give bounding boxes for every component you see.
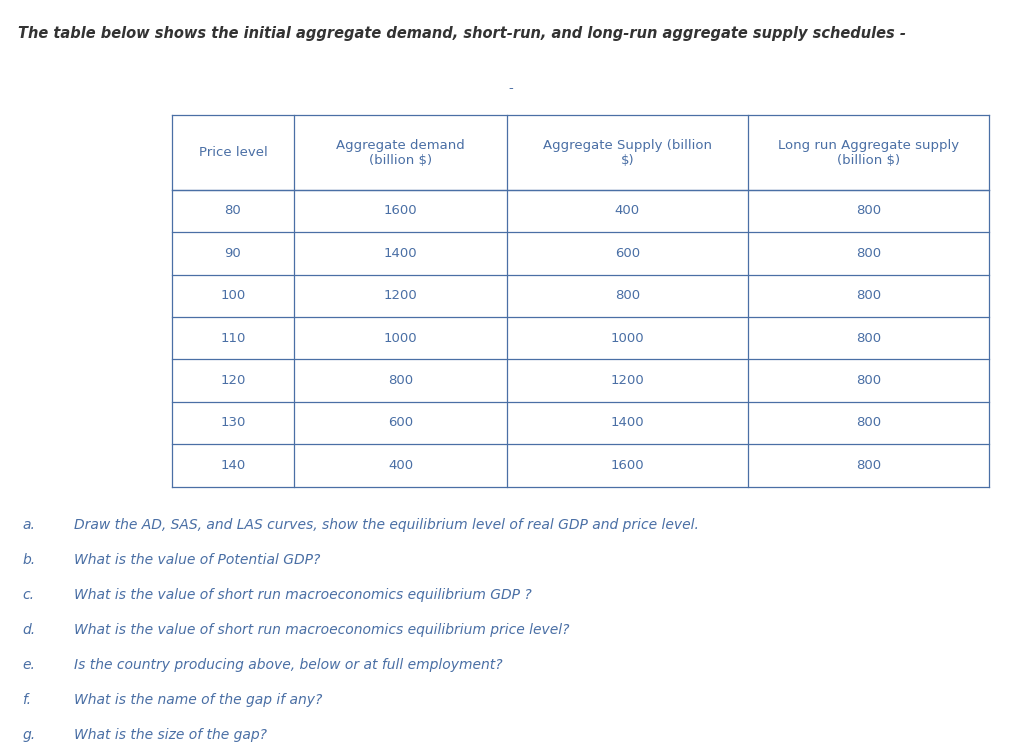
Text: b.: b. bbox=[22, 553, 36, 567]
Text: 130: 130 bbox=[221, 417, 245, 429]
Text: 400: 400 bbox=[615, 205, 640, 217]
Text: 800: 800 bbox=[856, 459, 881, 472]
Text: What is the value of Potential GDP?: What is the value of Potential GDP? bbox=[74, 553, 320, 567]
Text: 140: 140 bbox=[221, 459, 245, 472]
Text: 1400: 1400 bbox=[610, 417, 644, 429]
Text: g.: g. bbox=[22, 728, 36, 742]
Text: What is the size of the gap?: What is the size of the gap? bbox=[74, 728, 267, 742]
Text: 800: 800 bbox=[856, 417, 881, 429]
Text: 800: 800 bbox=[856, 289, 881, 302]
Text: 800: 800 bbox=[856, 374, 881, 387]
Text: 1600: 1600 bbox=[383, 205, 417, 217]
Text: 800: 800 bbox=[388, 374, 413, 387]
Text: Aggregate demand
(billion $): Aggregate demand (billion $) bbox=[336, 138, 465, 167]
Text: 600: 600 bbox=[615, 247, 640, 260]
Text: 400: 400 bbox=[388, 459, 413, 472]
Text: 100: 100 bbox=[221, 289, 245, 302]
Text: 1000: 1000 bbox=[383, 332, 417, 344]
Text: 800: 800 bbox=[856, 205, 881, 217]
Text: 1600: 1600 bbox=[610, 459, 644, 472]
Text: c.: c. bbox=[22, 588, 35, 602]
Text: 1000: 1000 bbox=[610, 332, 644, 344]
Text: 110: 110 bbox=[221, 332, 245, 344]
Text: 800: 800 bbox=[856, 332, 881, 344]
Text: Aggregate Supply (billion
$): Aggregate Supply (billion $) bbox=[543, 138, 711, 167]
Text: 1200: 1200 bbox=[383, 289, 417, 302]
Text: 1400: 1400 bbox=[383, 247, 417, 260]
Text: -: - bbox=[509, 82, 513, 94]
Text: 120: 120 bbox=[221, 374, 245, 387]
Text: Price level: Price level bbox=[198, 146, 268, 159]
Text: f.: f. bbox=[22, 693, 32, 707]
Text: e.: e. bbox=[22, 658, 36, 672]
Text: Long run Aggregate supply
(billion $): Long run Aggregate supply (billion $) bbox=[778, 138, 960, 167]
Text: d.: d. bbox=[22, 623, 36, 637]
Text: Is the country producing above, below or at full employment?: Is the country producing above, below or… bbox=[74, 658, 502, 672]
Text: 1200: 1200 bbox=[610, 374, 644, 387]
Text: 80: 80 bbox=[225, 205, 241, 217]
Text: The table below shows the initial aggregate demand, short-run, and long-run aggr: The table below shows the initial aggreg… bbox=[18, 26, 907, 41]
Text: 90: 90 bbox=[225, 247, 241, 260]
Text: What is the value of short run macroeconomics equilibrium price level?: What is the value of short run macroecon… bbox=[74, 623, 569, 637]
Text: What is the name of the gap if any?: What is the name of the gap if any? bbox=[74, 693, 322, 707]
Text: Draw the AD, SAS, and LAS curves, show the equilibrium level of real GDP and pri: Draw the AD, SAS, and LAS curves, show t… bbox=[74, 518, 698, 532]
Text: What is the value of short run macroeconomics equilibrium GDP ?: What is the value of short run macroecon… bbox=[74, 588, 531, 602]
Text: 600: 600 bbox=[388, 417, 413, 429]
Text: 800: 800 bbox=[856, 247, 881, 260]
Text: 800: 800 bbox=[615, 289, 640, 302]
Text: a.: a. bbox=[22, 518, 36, 532]
